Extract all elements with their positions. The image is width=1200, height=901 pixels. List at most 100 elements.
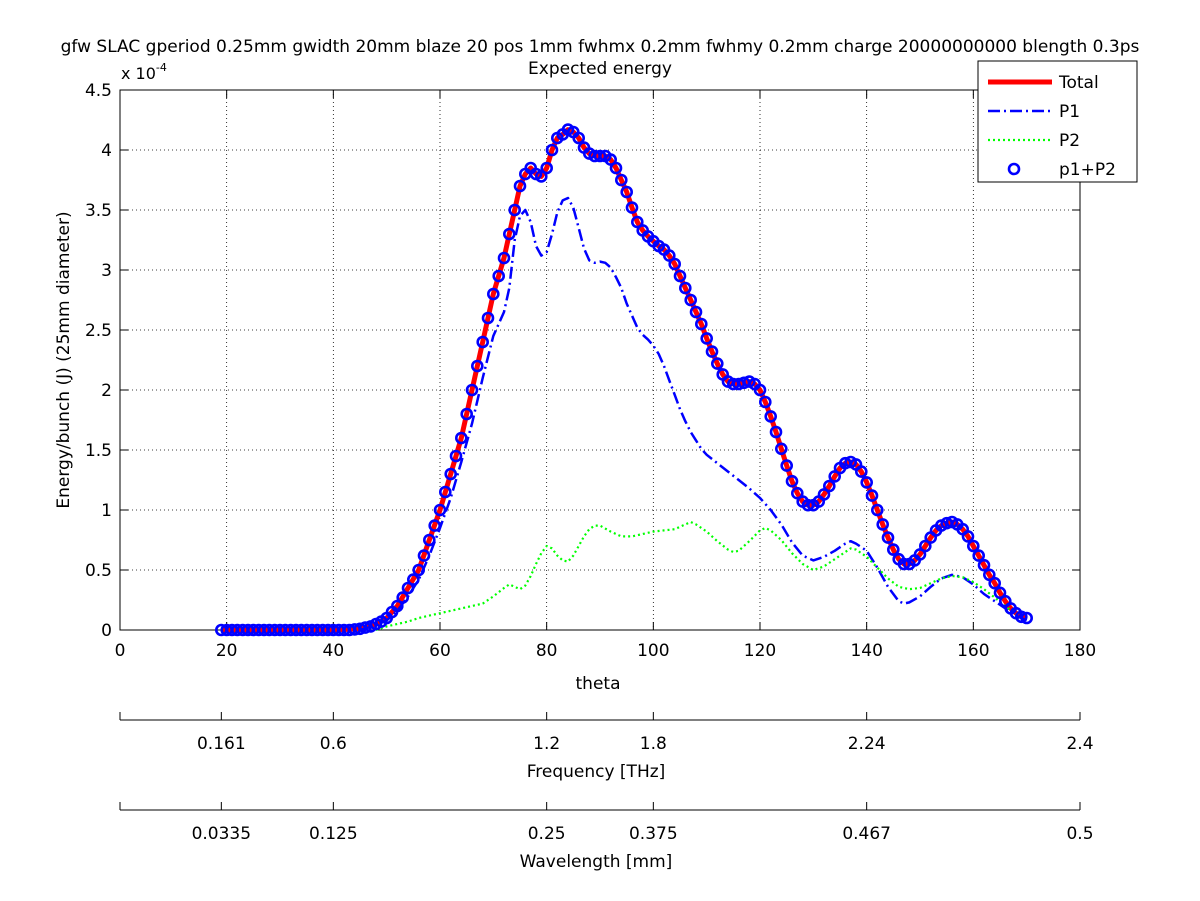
data-point [801,498,815,512]
data-point [492,269,506,283]
secondary-axis-tick-label: 2.4 [1066,734,1093,754]
data-point [860,476,874,489]
y-multiplier-exponent: -4 [156,61,167,74]
secondary-axis-tick-label: 2.24 [848,734,886,754]
data-point [972,549,986,562]
plot-area-frame [119,89,1081,631]
legend-label-p1-p2: p1+P2 [1059,160,1116,180]
data-point [876,518,890,531]
x-tick-label: 60 [429,641,451,661]
y-tick-label: 1 [101,501,112,521]
y-tick-label: 4.5 [85,81,112,101]
x-tick-label: 20 [216,641,238,661]
x-tick-label: 120 [744,641,776,661]
chart-subtitle: Expected energy [528,59,672,79]
data-point [412,563,426,577]
data-point [673,269,687,283]
x-tick-label: 80 [536,641,558,661]
data-point [710,357,724,370]
secondary-axis-label: Frequency [THz] [527,762,666,782]
data-point [977,558,991,572]
legend-swatch-p1-p2 [1007,162,1021,176]
secondary-axes: 0.161 0.6 1.2 1.8 2.24 2.4 Frequency [THz] 0.03… [119,712,1094,872]
y-tick-label: 2.5 [85,321,112,341]
secondary-axis-tick-label: 0.161 [197,734,246,754]
legend-label-p1: P1 [1059,102,1080,122]
secondary-axis-tick-label: 1.8 [640,734,667,754]
x-tick-labels: 0 20 40 60 80 100 120 140 160 180 [115,641,1097,661]
data-point [630,215,644,229]
y-tick-label: 0.5 [85,561,112,581]
data-point [785,474,799,488]
data-point [854,465,868,478]
data-point [988,576,1002,590]
data-point [694,317,708,331]
data-point [502,227,516,241]
legend-label-total: Total [1058,73,1099,93]
x-tick-label: 100 [637,641,669,661]
data-point [886,543,900,556]
data-point [790,486,804,500]
data-point [620,185,634,199]
series-p1-p2-markers [215,123,1033,637]
data-point [822,479,836,493]
data-point [662,249,676,262]
data-point [470,359,484,373]
y-multiplier: x 10-4 [121,61,167,83]
data-point [593,149,607,163]
y-tick-label: 4 [101,141,112,161]
y-multiplier-base: x 10 [121,64,156,83]
x-tick-label: 40 [323,641,345,661]
y-tick-label: 1.5 [85,441,112,461]
y-tick-labels: 0 0.5 1 1.5 2 2.5 3 3.5 4 4.5 [85,81,112,641]
data-point [881,531,895,544]
data-point [625,201,639,214]
secondary-axis-2: 0.0335 0.125 0.25 0.375 0.467 0.5 Wavelength [… [119,802,1094,872]
y-tick-label: 2 [101,381,112,401]
data-point [534,170,548,183]
legend-label-p2: P2 [1059,131,1080,151]
data-point [614,173,628,187]
secondary-axis-tick-label: 1.2 [533,734,560,754]
data-point [678,281,692,295]
data-point [460,407,474,421]
data-point [572,131,586,145]
tick-marks [119,89,1081,631]
data-point [444,467,458,481]
x-tick-label: 180 [1064,641,1096,661]
secondary-axis-label: Wavelength [mm] [520,852,673,872]
data-point [966,539,980,553]
secondary-axis-tick-label: 0.6 [320,734,347,754]
x-tick-label: 160 [957,641,989,661]
data-point [396,591,410,604]
secondary-axis-tick-label: 0.0335 [192,824,251,844]
x-tick-label: 0 [115,641,126,661]
data-point [454,431,468,445]
data-point [540,161,554,175]
data-point [700,332,714,345]
y-tick-label: 0 [101,621,112,641]
data-point [449,449,463,463]
series-layer [215,123,1033,637]
data-point [417,549,431,562]
data-point [753,383,767,397]
data-point [476,335,490,349]
data-point [1020,611,1033,625]
data-point [774,442,788,456]
data-point [390,599,404,613]
data-point [764,410,778,423]
data-point [508,203,522,217]
data-point [438,485,452,499]
secondary-axis-tick-label: 0.25 [528,824,566,844]
data-point [465,383,479,397]
legend: Total P1 P2 p1+P2 [977,60,1138,183]
data-point [422,533,436,547]
data-point [481,311,495,325]
secondary-axis-1: 0.161 0.6 1.2 1.8 2.24 2.4 Frequency [THz] [119,712,1094,782]
data-point [406,573,420,586]
secondary-axis-tick-label: 0.467 [842,824,891,844]
data-point [358,621,372,634]
data-point [865,489,879,502]
series-p1-line [359,196,1028,632]
data-point [497,251,511,265]
